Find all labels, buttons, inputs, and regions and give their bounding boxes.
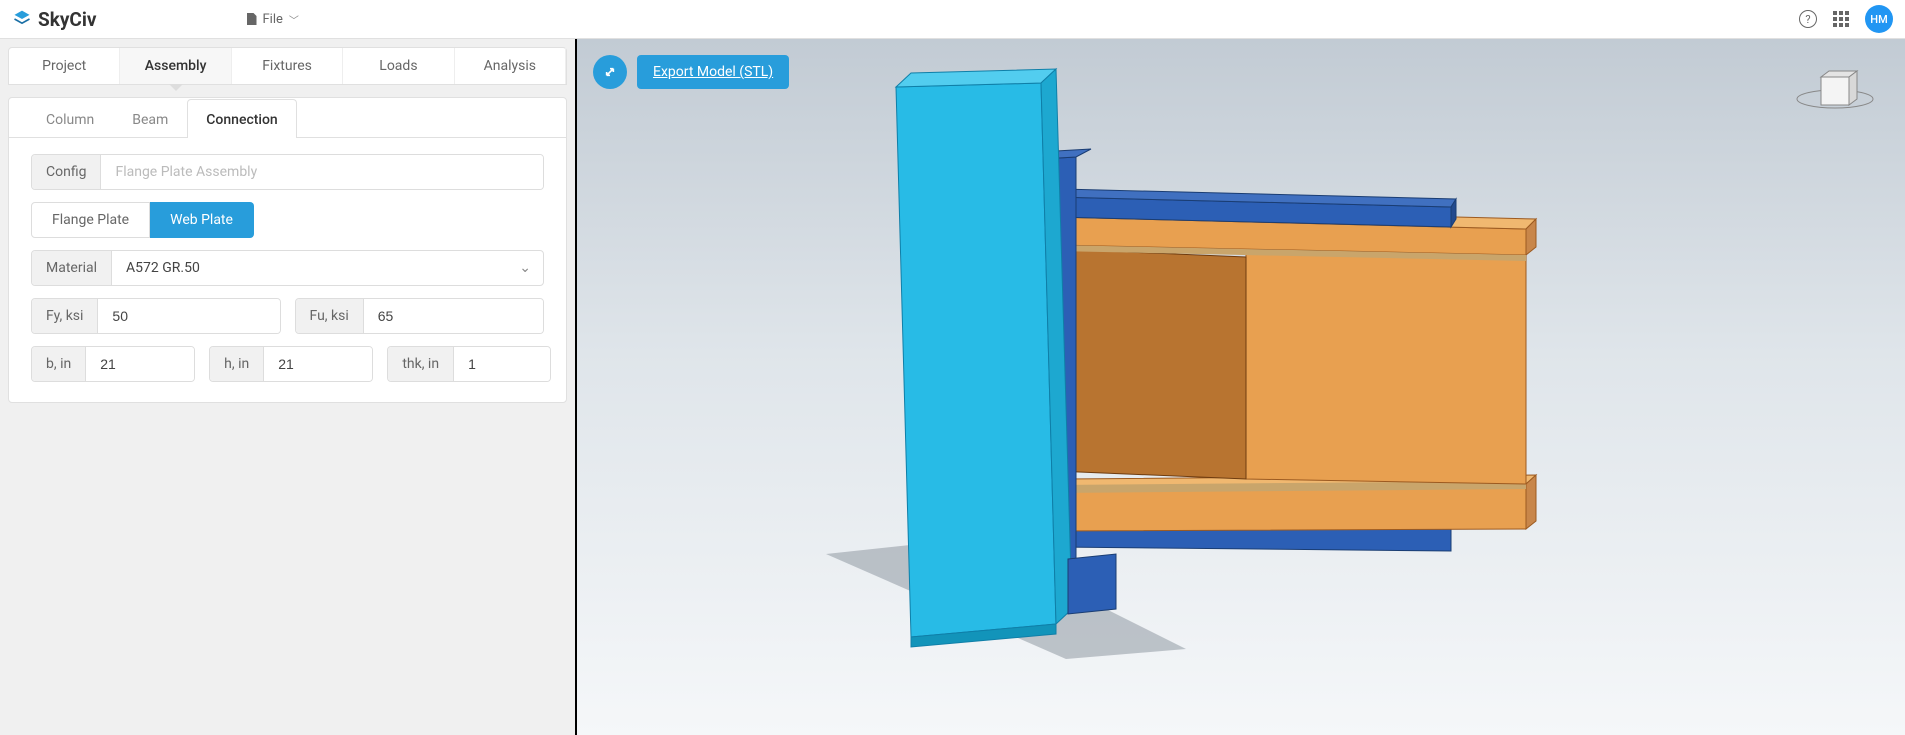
config-input[interactable]: Flange Plate Assembly [101, 155, 543, 189]
plate-type-group: Flange Plate Web Plate [31, 202, 544, 238]
h-row: h, in [209, 346, 373, 382]
subtab-beam[interactable]: Beam [113, 99, 187, 138]
viewport-toolbar: Export Model (STL) [593, 55, 789, 89]
top-header: SkyCiv File ﹀ ? HM [0, 0, 1905, 39]
file-menu[interactable]: File ﹀ [247, 12, 299, 27]
sub-tabs: Column Beam Connection [9, 98, 566, 138]
assembly-card: Column Beam Connection Config Flange Pla… [8, 97, 567, 403]
file-icon [247, 13, 257, 25]
config-row: Config Flange Plate Assembly [31, 154, 544, 190]
tab-assembly[interactable]: Assembly [120, 48, 231, 84]
expand-button[interactable] [593, 55, 627, 89]
fy-label: Fy, ksi [32, 299, 98, 333]
connection-form: Config Flange Plate Assembly Flange Plat… [9, 138, 566, 402]
outer-tabs: Project Assembly Fixtures Loads Analysis [8, 47, 567, 85]
fu-input[interactable] [364, 299, 544, 333]
tab-loads[interactable]: Loads [343, 48, 454, 84]
orientation-cube-icon [1795, 65, 1875, 121]
thk-row: thk, in [387, 346, 551, 382]
material-label: Material [32, 251, 112, 285]
brand-text: SkyCiv [38, 8, 97, 31]
fy-row: Fy, ksi [31, 298, 281, 334]
tab-analysis[interactable]: Analysis [455, 48, 566, 84]
tab-fixtures[interactable]: Fixtures [232, 48, 343, 84]
help-icon[interactable]: ? [1799, 10, 1817, 28]
flange-plate-button[interactable]: Flange Plate [31, 202, 150, 238]
fy-input[interactable] [98, 299, 280, 333]
left-panel: Project Assembly Fixtures Loads Analysis… [0, 39, 575, 735]
h-input[interactable] [264, 347, 373, 381]
b-row: b, in [31, 346, 195, 382]
orientation-widget[interactable] [1795, 65, 1875, 121]
3d-viewport[interactable]: Export Model (STL) [577, 39, 1905, 735]
thk-input[interactable] [454, 347, 551, 381]
web-plate-button[interactable]: Web Plate [150, 202, 254, 238]
file-menu-label: File [263, 12, 283, 27]
h-label: h, in [210, 347, 264, 381]
material-row: Material A572 GR.50 ⌄ [31, 250, 544, 286]
thk-label: thk, in [388, 347, 454, 381]
expand-icon [602, 64, 618, 80]
avatar[interactable]: HM [1865, 5, 1893, 33]
export-model-label: Export Model (STL) [653, 64, 773, 80]
chevron-down-icon: ﹀ [289, 12, 299, 27]
subtab-connection[interactable]: Connection [187, 99, 296, 138]
material-dropdown-icon[interactable]: ⌄ [507, 251, 543, 285]
fu-row: Fu, ksi [295, 298, 545, 334]
brand-icon [12, 9, 32, 29]
config-label: Config [32, 155, 101, 189]
subtab-column[interactable]: Column [27, 99, 113, 138]
apps-grid-icon[interactable] [1833, 11, 1849, 27]
header-right: ? HM [1799, 5, 1893, 33]
brand-logo: SkyCiv [12, 8, 97, 31]
b-label: b, in [32, 347, 86, 381]
fu-label: Fu, ksi [296, 299, 364, 333]
3d-model-render [577, 39, 1905, 735]
main-layout: Project Assembly Fixtures Loads Analysis… [0, 39, 1905, 735]
b-input[interactable] [86, 347, 195, 381]
export-model-button[interactable]: Export Model (STL) [637, 55, 789, 89]
active-tab-arrow [169, 84, 183, 91]
material-select[interactable]: A572 GR.50 [112, 251, 507, 285]
tab-project[interactable]: Project [9, 48, 120, 84]
